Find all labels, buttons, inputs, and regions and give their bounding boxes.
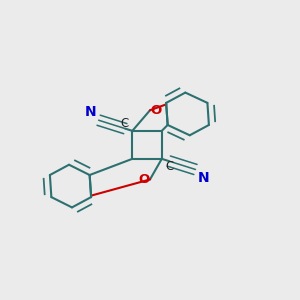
Text: N: N xyxy=(198,171,209,185)
Text: O: O xyxy=(151,104,162,117)
Text: O: O xyxy=(138,173,149,186)
Text: N: N xyxy=(85,105,96,119)
Text: C: C xyxy=(120,117,129,130)
Text: C: C xyxy=(166,160,174,173)
